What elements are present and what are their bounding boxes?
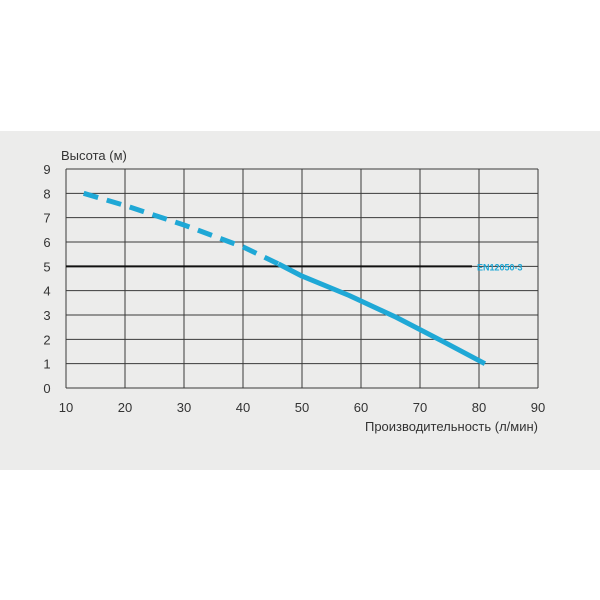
x-tick-label-30: 30 xyxy=(177,400,191,415)
performance-chart: Высота (м) Производительность (л/мин) 10… xyxy=(43,148,545,434)
y-tick-label-9: 9 xyxy=(43,162,50,177)
y-tick-label-0: 0 xyxy=(43,381,50,396)
x-tick-label-60: 60 xyxy=(354,400,368,415)
x-tick-label-50: 50 xyxy=(295,400,309,415)
tick-labels: 10 20 30 40 50 60 70 80 90 0 1 2 3 4 5 6 7 8 9 xyxy=(43,162,545,415)
y-tick-label-1: 1 xyxy=(43,357,50,372)
y-tick-label-4: 4 xyxy=(43,284,50,299)
grid xyxy=(65,168,539,389)
x-tick-label-80: 80 xyxy=(472,400,486,415)
x-tick-label-10: 10 xyxy=(59,400,73,415)
reference-line-label: EN12050-3 xyxy=(477,262,523,272)
y-axis-title: Высота (м) xyxy=(61,148,127,163)
chart-panel: Высота (м) Производительность (л/мин) 10… xyxy=(0,131,600,470)
x-tick-label-70: 70 xyxy=(413,400,427,415)
reference-layer: EN12050-3 xyxy=(66,262,523,272)
y-tick-label-8: 8 xyxy=(43,186,50,201)
y-tick-label-7: 7 xyxy=(43,211,50,226)
x-tick-label-20: 20 xyxy=(118,400,132,415)
y-tick-label-2: 2 xyxy=(43,332,50,347)
series-line-dashed xyxy=(82,190,280,267)
y-tick-label-6: 6 xyxy=(43,235,50,250)
y-tick-label-3: 3 xyxy=(43,308,50,323)
x-axis-title: Производительность (л/мин) xyxy=(365,419,538,434)
series-layer xyxy=(82,190,487,366)
y-tick-label-5: 5 xyxy=(43,259,50,274)
series-line-solid xyxy=(277,261,487,366)
x-tick-label-40: 40 xyxy=(236,400,250,415)
x-tick-label-90: 90 xyxy=(531,400,545,415)
